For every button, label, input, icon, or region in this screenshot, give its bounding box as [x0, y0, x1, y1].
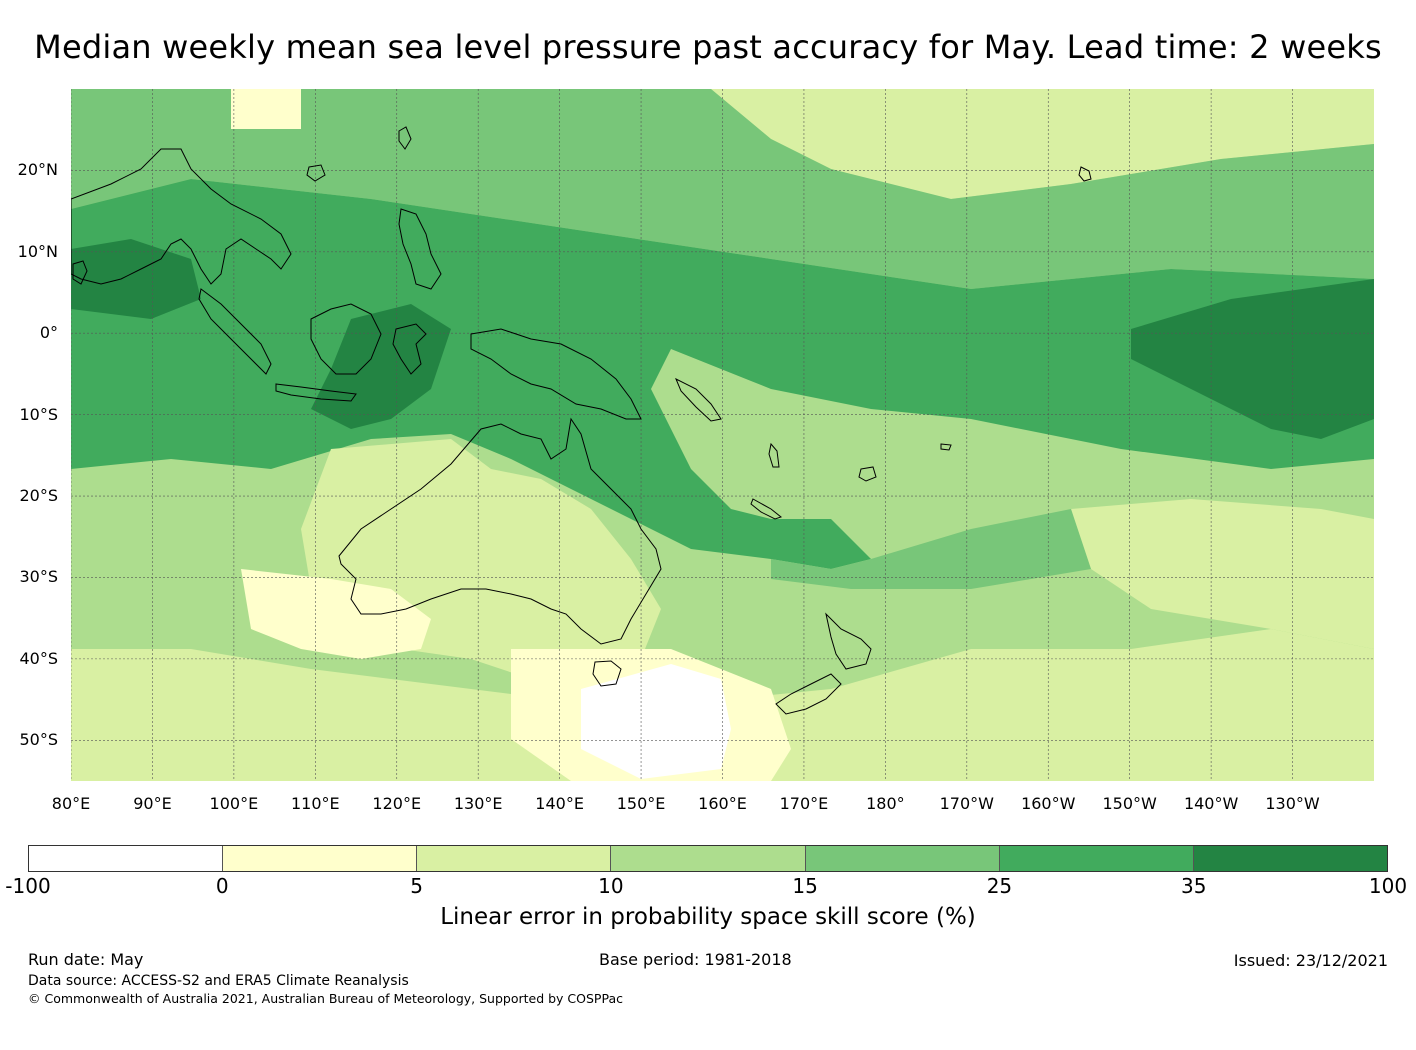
longitude-label: 130°W	[1265, 794, 1320, 813]
latitude-label: 10°N	[17, 241, 58, 261]
skill-region-east-pacific-light	[1071, 499, 1374, 649]
new-caledonia-coastline	[750, 498, 783, 520]
skill-region-equator-peak-central	[311, 304, 451, 429]
borneo-coastline	[310, 303, 382, 375]
skill-score-map	[71, 89, 1374, 781]
colorbar-tick-label: 35	[1180, 874, 1207, 898]
colorbar-tick-label: 0	[215, 874, 229, 898]
copyright: © Commonwealth of Australia 2021, Austra…	[28, 991, 623, 1006]
colorbar-tick-label: 10	[598, 874, 624, 898]
latitude-label: 30°S	[19, 567, 58, 587]
skill-region-equator-peak-west	[71, 239, 201, 319]
longitude-label: 110°E	[290, 794, 340, 813]
se-asia-coastline	[71, 148, 292, 285]
colorbar-tick-label: 100	[1368, 874, 1408, 898]
colorbar-tick-label: 15	[792, 874, 818, 898]
latitude-label: 50°S	[19, 730, 58, 750]
skill-region-north-light	[711, 89, 1374, 199]
colorbar-tick-label: 25	[986, 874, 1013, 898]
new-guinea-coastline	[470, 328, 642, 420]
tasmania-coastline	[592, 660, 622, 687]
longitude-label: 180°	[866, 794, 905, 813]
vanuatu-coastline	[768, 442, 780, 468]
longitude-label: 150°E	[616, 794, 666, 813]
longitude-label: 130°E	[453, 794, 503, 813]
longitude-label: 170°W	[939, 794, 994, 813]
issued-date: Issued: 23/12/2021	[1233, 951, 1388, 970]
new-zealand-south-island	[775, 673, 842, 715]
fiji-coastline	[858, 466, 877, 482]
hawaii-coastline	[1078, 166, 1092, 182]
philippines-coastline	[398, 208, 442, 290]
skill-region-equator-peak-east	[1131, 279, 1374, 439]
skill-region-south-pacific-mid	[771, 509, 1091, 589]
colorbar-tick-label: 5	[410, 874, 423, 898]
samaoa-coastline	[940, 443, 952, 451]
australia-coastline	[338, 417, 662, 645]
longitude-label: 160°E	[698, 794, 747, 813]
colorbar-segment	[223, 846, 418, 871]
sumatra-coastline	[198, 288, 272, 375]
data-source: Data source: ACCESS-S2 and ERA5 Climate …	[28, 973, 409, 989]
longitude-label: 140°W	[1183, 794, 1239, 813]
latitude-label: 40°S	[19, 648, 58, 668]
longitude-label: 140°E	[535, 794, 584, 813]
colorbar-segment	[417, 846, 612, 871]
latitude-label: 10°S	[19, 404, 58, 424]
skill-region-south-white	[581, 664, 731, 779]
sri-lanka-coastline	[72, 260, 88, 285]
sulawesi-coastline	[392, 323, 427, 375]
colorbar-segment	[611, 846, 806, 871]
base-period: Base period: 1981-2018	[599, 950, 792, 969]
skill-region-australia-pale	[241, 569, 431, 659]
colorbar-tick-label: -100	[5, 874, 51, 898]
colorbar-segment	[805, 846, 1000, 871]
map-title: Median weekly mean sea level pressure pa…	[34, 28, 1382, 66]
run-date: Run date: May	[28, 950, 144, 969]
longitude-label: 150°W	[1102, 794, 1157, 813]
longitude-label: 120°E	[372, 794, 422, 813]
latitude-label: 0°	[39, 323, 58, 343]
skill-region-north-white	[231, 89, 301, 129]
latitude-label: 20°S	[19, 486, 58, 506]
longitude-label: 160°W	[1021, 794, 1076, 813]
map-gridlines	[71, 89, 1374, 781]
colorbar-segment	[999, 846, 1194, 871]
latitude-label: 20°N	[17, 160, 58, 180]
solomon-islands-coastline	[675, 377, 722, 422]
colorbar-segment	[29, 846, 224, 871]
java-coastline	[275, 383, 357, 402]
longitude-label: 90°E	[133, 794, 172, 813]
colorbar-segment	[1193, 846, 1387, 871]
coastlines	[71, 126, 1092, 715]
longitude-label: 80°E	[51, 794, 91, 813]
longitude-label: 100°E	[209, 794, 259, 813]
skill-region-equator-high	[71, 179, 1374, 569]
hainan-coastline	[306, 164, 326, 182]
colorbar	[28, 845, 1388, 872]
taiwan-coastline	[398, 126, 412, 150]
colorbar-label: Linear error in probability space skill …	[440, 904, 976, 930]
longitude-label: 170°E	[779, 794, 829, 813]
new-zealand-north-island	[825, 612, 872, 670]
